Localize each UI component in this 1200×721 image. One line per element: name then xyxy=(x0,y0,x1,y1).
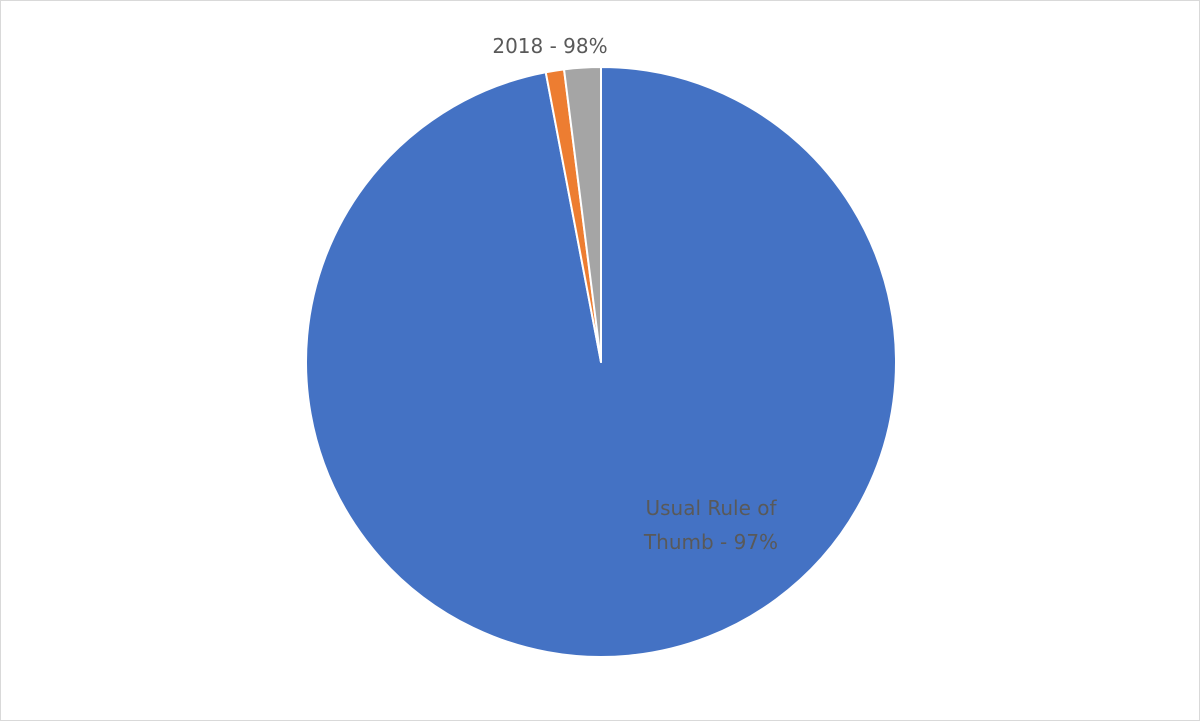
data-label: Usual Rule of Thumb - 97% xyxy=(643,496,779,554)
pie-slice xyxy=(563,66,602,363)
data-label: 2018 - 98% xyxy=(492,34,608,58)
